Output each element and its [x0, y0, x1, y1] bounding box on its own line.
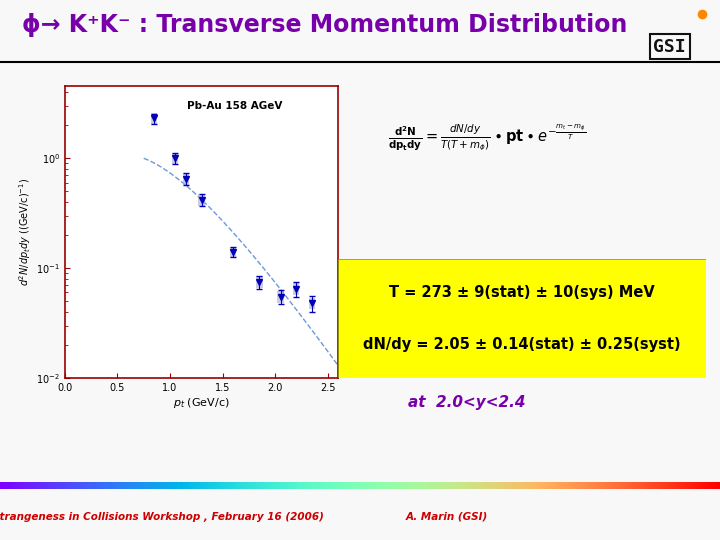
Bar [309, 298, 315, 309]
X-axis label: $p_t$ (GeV/c): $p_t$ (GeV/c) [174, 396, 230, 410]
Bar [277, 291, 284, 303]
Bar [293, 284, 300, 295]
Text: GSI: GSI [653, 38, 686, 56]
Text: $\mathbf{\frac{d^2N}{dp_t dy}}$$= \frac{dN/dy}{T(T+m_\phi)} \bullet \mathbf{pt} : $\mathbf{\frac{d^2N}{dp_t dy}}$$= \frac{… [387, 122, 586, 153]
Text: ϕ→ K⁺K⁻ : Transverse Momentum Distribution: ϕ→ K⁺K⁻ : Transverse Momentum Distributi… [22, 12, 627, 37]
Bar [230, 247, 236, 258]
Text: dN/dy = 2.05 ± 0.14(stat) ± 0.25(syst): dN/dy = 2.05 ± 0.14(stat) ± 0.25(syst) [363, 338, 681, 352]
Text: Pb-Au 158 AGeV: Pb-Au 158 AGeV [186, 101, 282, 111]
Text: Strangeness in Collisions Workshop , February 16 (2006): Strangeness in Collisions Workshop , Feb… [0, 512, 324, 522]
Text: T = 273 ± 9(stat) ± 10(sys) MeV: T = 273 ± 9(stat) ± 10(sys) MeV [389, 285, 655, 300]
Bar [183, 173, 189, 185]
Bar [199, 194, 204, 206]
Bar [151, 113, 158, 125]
Y-axis label: $d^2N/dp_tdy$ ((GeV/c)$^{-1}$): $d^2N/dp_tdy$ ((GeV/c)$^{-1}$) [17, 178, 33, 286]
Bar [256, 276, 263, 288]
Text: A. Marin (GSI): A. Marin (GSI) [405, 512, 487, 522]
Bar [172, 153, 179, 164]
Text: at  2.0<y<2.4: at 2.0<y<2.4 [408, 395, 526, 410]
